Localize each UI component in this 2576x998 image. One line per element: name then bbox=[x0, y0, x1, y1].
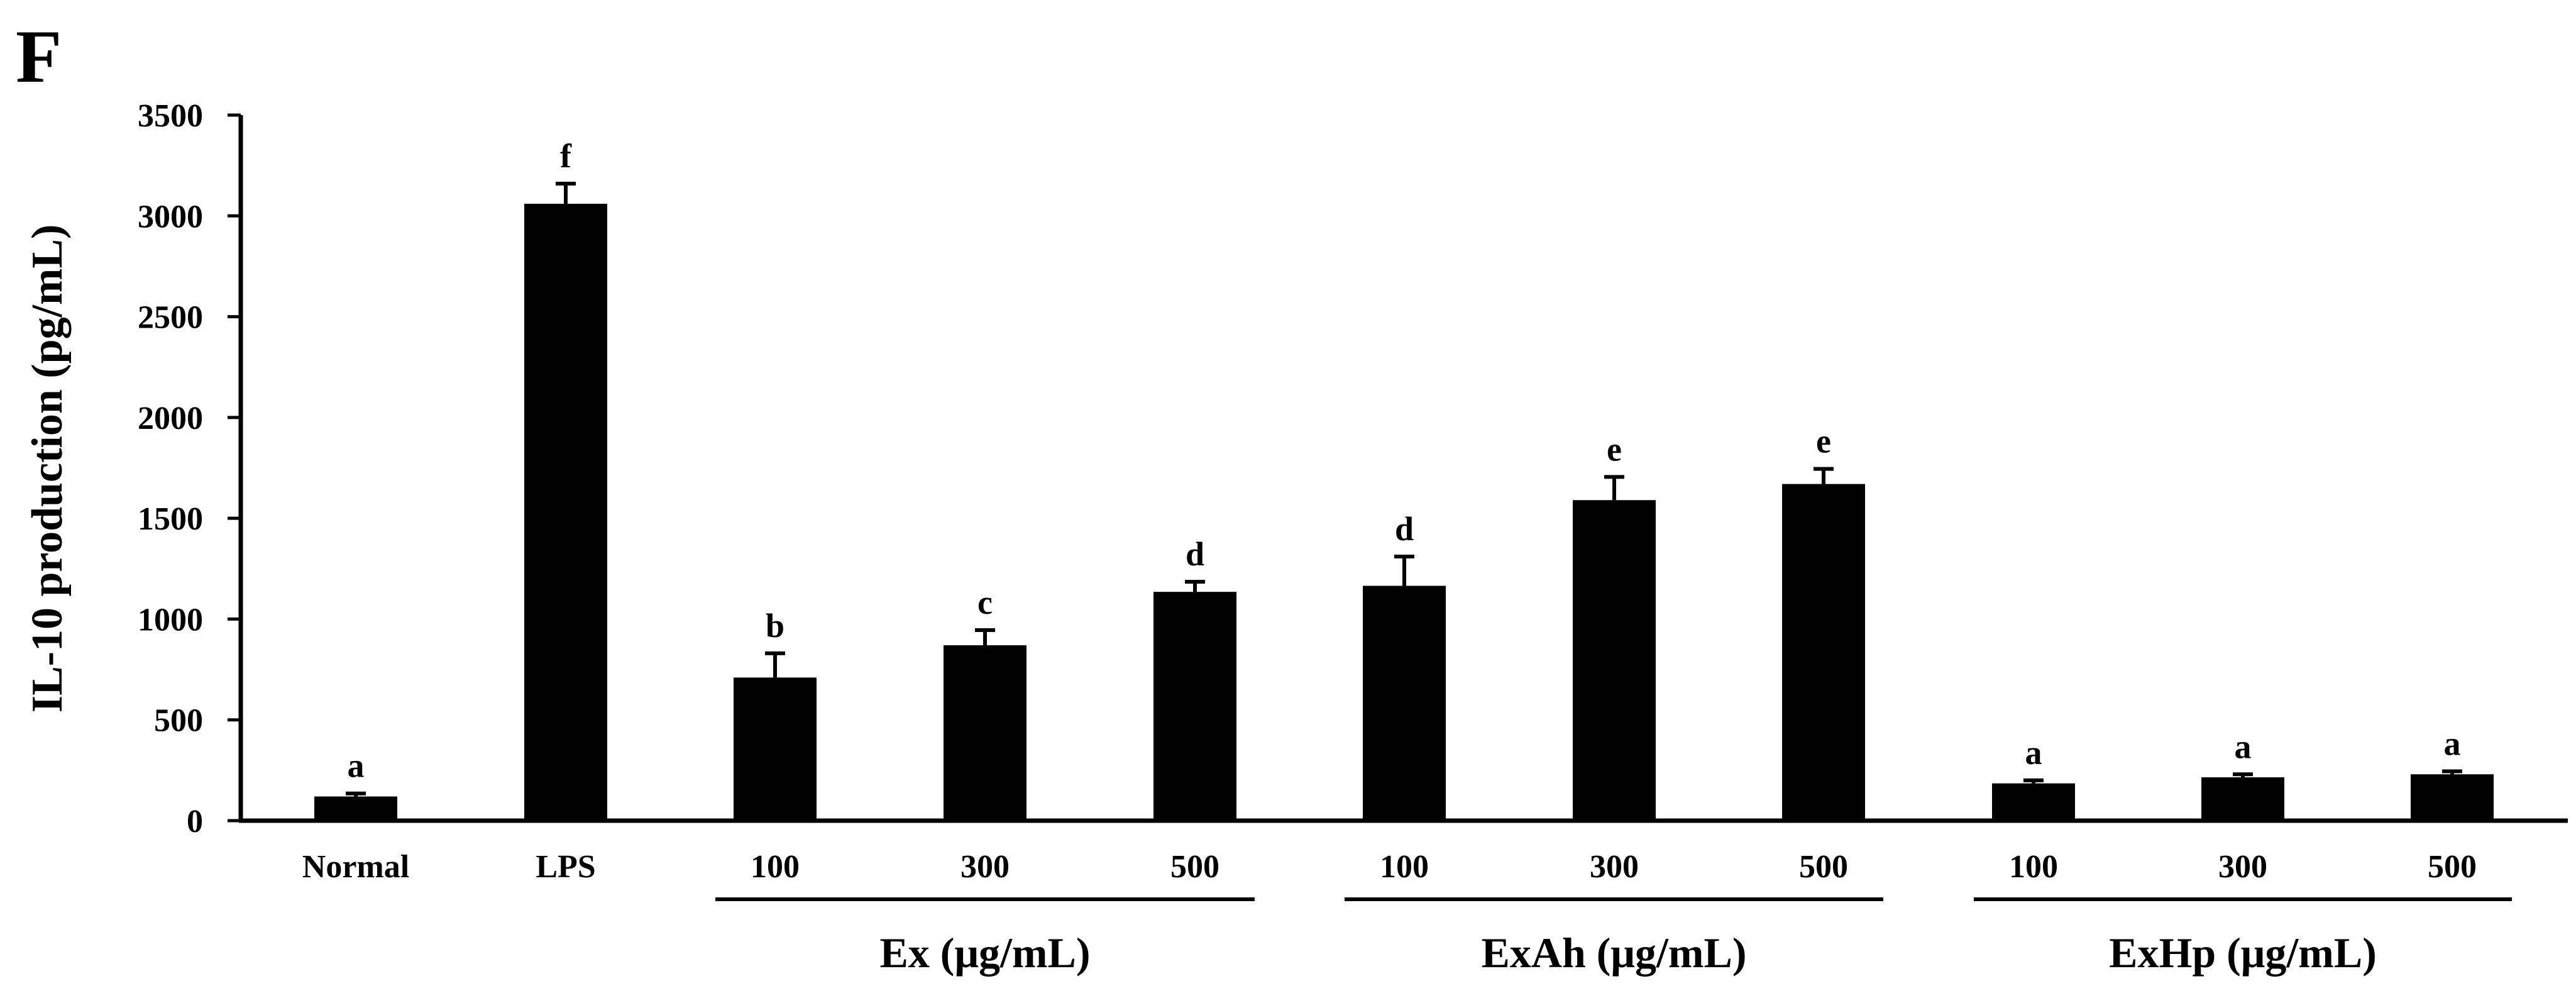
significance-letter: c bbox=[977, 584, 993, 621]
bar bbox=[2201, 777, 2284, 821]
y-tick-label: 2500 bbox=[138, 300, 203, 336]
y-tick-label: 1500 bbox=[138, 501, 203, 537]
bar bbox=[1363, 585, 1446, 821]
bar bbox=[1992, 783, 2075, 821]
panel-label: F bbox=[16, 14, 62, 98]
y-tick-label: 2000 bbox=[138, 401, 203, 436]
category-label: 100 bbox=[2009, 849, 2058, 885]
significance-letter: e bbox=[1607, 430, 1622, 468]
significance-letter: f bbox=[560, 137, 572, 175]
group-label: Ex (μg/mL) bbox=[879, 929, 1090, 977]
significance-letter: a bbox=[348, 747, 365, 785]
significance-letter: e bbox=[1816, 423, 1831, 460]
category-label: 500 bbox=[1799, 849, 1848, 885]
category-label: 300 bbox=[1590, 849, 1639, 885]
bar bbox=[524, 204, 607, 821]
bar bbox=[1153, 592, 1236, 821]
y-tick-label: 3500 bbox=[138, 98, 203, 134]
bar bbox=[734, 677, 817, 821]
bar bbox=[314, 796, 397, 821]
bar bbox=[944, 645, 1027, 821]
category-label: 300 bbox=[960, 849, 1010, 885]
bar bbox=[1573, 500, 1656, 821]
bar bbox=[1782, 484, 1865, 821]
category-label: 100 bbox=[751, 849, 800, 885]
significance-letter: b bbox=[766, 607, 784, 645]
y-tick-label: 3000 bbox=[138, 199, 203, 235]
group-label: ExAh (μg/mL) bbox=[1481, 929, 1746, 977]
category-label: 500 bbox=[2428, 849, 2477, 885]
significance-letter: a bbox=[2444, 724, 2461, 762]
significance-letter: a bbox=[2235, 728, 2252, 765]
y-tick-label: 1000 bbox=[138, 602, 203, 638]
category-label: LPS bbox=[536, 849, 595, 885]
y-tick-label: 500 bbox=[154, 703, 203, 739]
category-label: 500 bbox=[1170, 849, 1219, 885]
y-axis-title: IL-10 production (pg/mL) bbox=[23, 225, 72, 713]
y-tick-label: 0 bbox=[187, 804, 203, 840]
significance-letter: a bbox=[2025, 734, 2042, 772]
significance-letter: d bbox=[1395, 510, 1414, 548]
significance-letter: d bbox=[1186, 535, 1204, 573]
bar bbox=[2411, 774, 2494, 821]
group-label: ExHp (μg/mL) bbox=[2109, 929, 2377, 977]
category-label: 300 bbox=[2218, 849, 2267, 885]
category-label: 100 bbox=[1380, 849, 1429, 885]
category-label: Normal bbox=[302, 849, 409, 885]
